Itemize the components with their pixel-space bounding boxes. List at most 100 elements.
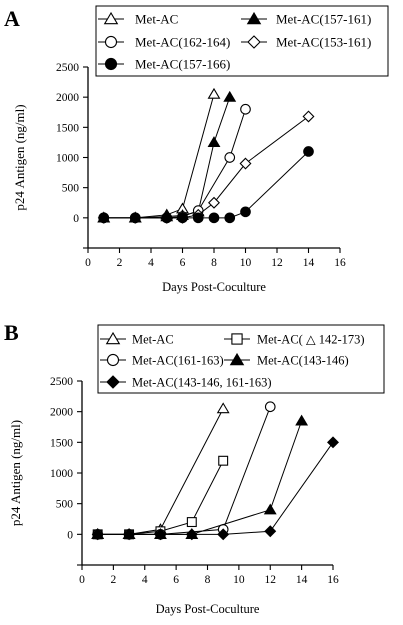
data-point: [263, 503, 277, 515]
series-line: [97, 420, 303, 535]
legend-marker: [104, 57, 118, 71]
x-tick-label: 8: [211, 257, 217, 269]
data-point: [161, 212, 173, 224]
panel-label: A: [4, 6, 20, 31]
data-point: [295, 414, 309, 426]
x-tick-label: 12: [265, 574, 277, 586]
series-met-ac-143-146: [91, 414, 309, 539]
data-point: [154, 528, 167, 541]
series-met-ac: [97, 87, 221, 223]
legend-label: Met-AC(153-161): [276, 35, 371, 50]
legend-marker: [105, 331, 121, 345]
legend-item: Met-AC(162-164): [98, 35, 230, 50]
series-met-ac-161-163: [92, 401, 276, 540]
legend-label: Met-AC(162-164): [135, 35, 230, 50]
x-tick-label: 10: [240, 257, 252, 269]
legend-marker: [246, 11, 262, 25]
data-point: [123, 528, 136, 541]
x-tick-label: 12: [271, 257, 283, 269]
legend: Met-AC Met-AC( △ 142-173) Met-AC(161-163) M…: [97, 324, 385, 394]
legend-item: Met-AC(157-161): [241, 12, 371, 27]
data-point: [327, 436, 339, 449]
x-tick-label: 0: [79, 574, 85, 586]
legend-label: Met-AC: [132, 333, 174, 347]
x-tick-label: 16: [334, 257, 346, 269]
legend-item: Met-AC: [98, 12, 178, 27]
y-tick-label: 2000: [50, 407, 73, 419]
x-tick-label: 14: [303, 257, 315, 269]
x-axis-title: Days Post-Coculture: [156, 602, 260, 616]
legend-item: Met-AC(161-163): [100, 354, 224, 368]
data-point: [264, 401, 276, 413]
data-point: [208, 212, 220, 224]
x-tick-label: 2: [111, 574, 117, 586]
data-point: [207, 136, 221, 148]
data-point: [186, 517, 197, 528]
data-point: [224, 212, 236, 224]
legend-marker: [103, 11, 119, 25]
y-tick-label: 2500: [50, 376, 73, 388]
y-tick-label: 1000: [56, 153, 79, 165]
series-line: [103, 94, 215, 219]
data-point: [208, 196, 220, 209]
data-point: [224, 152, 236, 163]
x-axis-title: Days Post-Coculture: [162, 280, 266, 294]
data-point: [240, 103, 251, 115]
y-tick-label: 1500: [56, 122, 79, 134]
legend-item: Met-AC(157-166): [98, 57, 230, 72]
data-point: [303, 146, 314, 157]
x-tick-label: 10: [233, 574, 245, 586]
series-met-ac-142-173: [92, 455, 229, 540]
data-point: [185, 528, 198, 541]
y-tick-label: 0: [73, 213, 79, 225]
panel-label: B: [4, 320, 19, 345]
series-met-ac-153-161: [97, 110, 315, 224]
series-line: [103, 97, 231, 219]
y-tick-label: 1500: [50, 437, 73, 449]
y-tick-label: 500: [62, 183, 80, 195]
data-point: [223, 90, 237, 102]
x-tick-label: 2: [117, 257, 123, 269]
legend-item: Met-AC: [100, 331, 174, 347]
x-tick-label: 6: [180, 257, 186, 269]
y-tick-label: 500: [56, 499, 74, 511]
data-point: [192, 212, 204, 224]
y-tick-label: 2000: [56, 92, 79, 104]
data-point: [218, 455, 229, 466]
series-line: [97, 408, 224, 535]
legend-label: Met-AC(143-146, 161-163): [132, 376, 272, 390]
legend-marker: [229, 352, 245, 366]
legend-marker: [104, 35, 118, 49]
series-line: [103, 151, 309, 219]
data-point: [264, 525, 277, 538]
legend-item: Met-AC( △ 142-173): [224, 333, 365, 347]
series-line: [103, 109, 246, 219]
data-point: [217, 528, 230, 541]
panel-a: A 0 500 1000 1500 2000 2500 0 2 4 6 8 10 12 14 16 Days P…: [4, 5, 389, 294]
y-tick-label: 0: [67, 529, 73, 541]
y-tick-label: 1000: [50, 468, 73, 480]
data-point: [207, 87, 221, 99]
x-tick-label: 0: [85, 257, 91, 269]
panel-b: B 0 500 1000 1500 2000 2500 0 2 4 6 8 10 12 14 16 Days P…: [4, 320, 385, 616]
x-tick-label: 6: [173, 574, 179, 586]
legend-label: Met-AC(143-146): [257, 354, 349, 368]
x-tick-label: 8: [205, 574, 211, 586]
data-point: [216, 402, 230, 414]
legend-marker: [231, 333, 243, 345]
x-tick-label: 4: [148, 257, 154, 269]
data-point: [302, 110, 315, 123]
series-line: [97, 442, 334, 535]
legend-marker: [247, 35, 261, 49]
series-met-ac-157-166: [98, 146, 314, 224]
legend-item: Met-AC(143-146, 161-163): [100, 375, 272, 390]
legend-item: Met-AC(153-161): [241, 35, 371, 50]
x-tick-label: 14: [296, 574, 308, 586]
data-point: [129, 212, 141, 224]
data-point: [239, 157, 252, 170]
y-axis-title: p24 Antigen (ng/ml): [8, 420, 23, 526]
series-met-ac-143-146-161-163: [91, 436, 339, 541]
legend-label: Met-AC(161-163): [132, 354, 224, 368]
legend: Met-AC Met-AC(157-161) Met-AC(162-164) Met-…: [95, 5, 389, 77]
data-point: [240, 206, 251, 218]
